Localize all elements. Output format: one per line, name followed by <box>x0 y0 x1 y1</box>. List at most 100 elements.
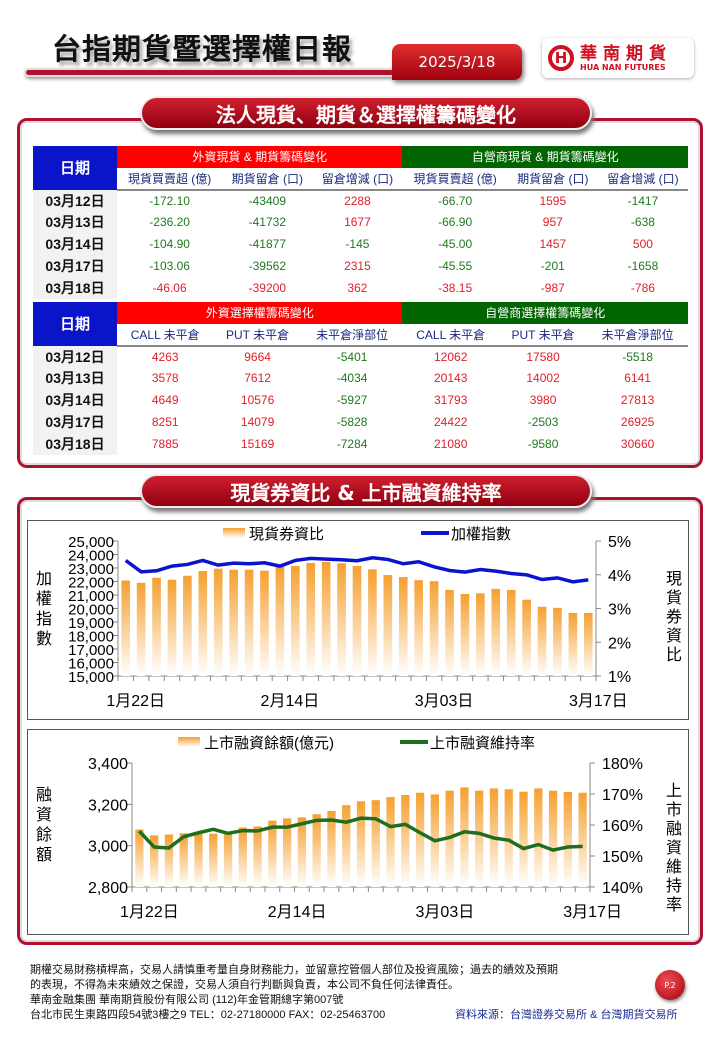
y-tick-label-right: 5% <box>608 534 631 551</box>
table-cell: -43409 <box>248 194 286 209</box>
date-header: 日期 <box>33 146 117 190</box>
dealer-group-header: 自營商現貨 & 期貨籌碼變化 <box>402 146 688 168</box>
table-cell: 21080 <box>434 436 468 451</box>
y-tick-label-right: 150% <box>602 849 643 866</box>
y-axis-title-right: 券 <box>666 608 682 626</box>
bar <box>209 833 218 887</box>
table-cell: -172.10 <box>149 194 190 209</box>
table-cell: -2503 <box>527 415 559 430</box>
logo-text: 華南期貨 <box>580 43 672 64</box>
chart-short-margin-ratio: 25,000 24,000 23,000 22,000 21,000 20,000 19,0… <box>27 520 689 720</box>
column-header: PUT 未平倉 <box>213 323 302 347</box>
disclaimer-line: 期權交易財務槓桿高，交易人請慎重考量自身財務能力，並留意控管個人部位及投資風險；… <box>30 964 558 976</box>
page-number: P.2 <box>655 970 685 1000</box>
y-tick-label-left: 3,000 <box>88 839 128 856</box>
title-underline <box>24 68 409 77</box>
table-cell: -41732 <box>248 215 286 230</box>
bar <box>429 581 439 676</box>
table-cell: -66.70 <box>438 194 473 209</box>
y-tick-label-right: 4% <box>608 568 631 585</box>
table-cell: 1457 <box>539 237 567 252</box>
table-cell: -638 <box>630 215 655 230</box>
y-tick-label-right: 3% <box>608 602 631 619</box>
logo-text-en: HUA NAN FUTURES <box>580 62 666 72</box>
y-axis-title-right: 維 <box>666 858 682 876</box>
table-cell: 26925 <box>620 415 655 430</box>
bar <box>583 612 593 676</box>
row-date: 03月18日 <box>33 432 117 455</box>
row-date: 03月13日 <box>33 211 117 234</box>
bar <box>445 589 454 676</box>
table-cell: -45.00 <box>438 237 473 252</box>
table-cell: -1417 <box>627 194 659 209</box>
options-chips-table: 日期 外資選擇權籌碼變化 自營商選擇權籌碼變化 CALL 未平倉 PUT 未平倉 未平倉淨… <box>33 302 688 455</box>
bar <box>368 569 377 676</box>
table-cell: -9580 <box>527 436 559 451</box>
y-tick-label-right: 140% <box>602 880 643 897</box>
bar <box>275 566 285 676</box>
bar <box>522 599 531 676</box>
date-header: 日期 <box>33 302 117 346</box>
column-header: 期貨留倉 (口) <box>507 167 598 191</box>
column-header: PUT 未平倉 <box>498 323 588 347</box>
table-row: 03月14日 4649 10576 -5927 31793 3980 27813 <box>33 389 688 412</box>
bar <box>167 579 177 676</box>
y-axis-title-right: 資 <box>666 839 682 857</box>
table-cell: 2315 <box>344 259 371 274</box>
y-tick-label-left: 17,000 <box>68 642 114 659</box>
table-cell: 14002 <box>526 371 560 386</box>
bar <box>476 593 485 676</box>
bar <box>415 792 425 887</box>
y-tick-label-left: 25,000 <box>68 534 114 551</box>
series-line <box>138 816 583 852</box>
bar <box>229 569 238 676</box>
x-tick-label: 1月22日 <box>120 904 179 921</box>
bar <box>342 805 351 887</box>
column-header: 留倉增減 (口) <box>312 167 403 191</box>
bar <box>371 800 380 887</box>
bar <box>519 791 528 887</box>
table-row: 03月13日 3578 7612 -4034 20143 14002 6141 <box>33 367 688 390</box>
futures-chips-table: 日期 外資現貨 & 期貨籌碼變化 自營商現貨 & 期貨籌碼變化 現貨買賣超 (億) 期貨… <box>33 146 688 299</box>
y-axis-title-left: 餘 <box>36 826 52 844</box>
bar <box>179 833 188 887</box>
bar <box>491 588 501 676</box>
y-axis-title-left: 融 <box>36 786 52 804</box>
table-cell: 3980 <box>529 393 557 408</box>
table-cell: 500 <box>632 237 653 252</box>
bar <box>548 790 558 887</box>
bar <box>306 562 316 676</box>
bar <box>386 797 395 887</box>
y-axis-title-right: 上 <box>666 782 682 800</box>
legend-label: 現貨券資比 <box>249 526 324 543</box>
column-header: CALL 未平倉 <box>402 323 499 347</box>
table-cell: 24422 <box>434 415 468 430</box>
table-cell: -103.06 <box>149 259 190 274</box>
bar <box>321 561 331 676</box>
bar <box>136 582 146 676</box>
y-axis-title-left: 加 <box>36 570 52 588</box>
table-cell: -5518 <box>622 350 653 365</box>
bar <box>268 820 277 887</box>
y-tick-label-right: 160% <box>602 818 643 835</box>
bar <box>553 607 562 676</box>
section-title-charts: 現貨券資比 & 上市融資維持率 <box>140 474 592 508</box>
x-tick-label: 3月03日 <box>416 904 475 921</box>
table-cell: 31793 <box>434 393 468 408</box>
bar <box>135 829 144 887</box>
bar <box>578 792 587 887</box>
table-cell: -104.90 <box>149 237 190 252</box>
x-tick-label: 2月14日 <box>268 904 327 921</box>
y-tick-label-left: 3,400 <box>88 756 128 773</box>
table-cell: 4649 <box>151 393 179 408</box>
y-tick-label-left: 21,000 <box>68 588 114 605</box>
table-row: 03月13日 -236.20 -41732 1677 -66.90 957 -638 <box>33 211 688 234</box>
table-cell: 362 <box>347 280 368 295</box>
table-cell: -5927 <box>336 393 368 408</box>
x-tick-label: 3月03日 <box>415 693 474 710</box>
y-axis-title-right: 比 <box>666 646 682 664</box>
y-tick-label-left: 3,200 <box>88 797 128 814</box>
row-date: 03月14日 <box>33 233 117 256</box>
column-header: 未平倉淨部位 <box>587 323 688 347</box>
table-cell: -786 <box>630 280 655 295</box>
